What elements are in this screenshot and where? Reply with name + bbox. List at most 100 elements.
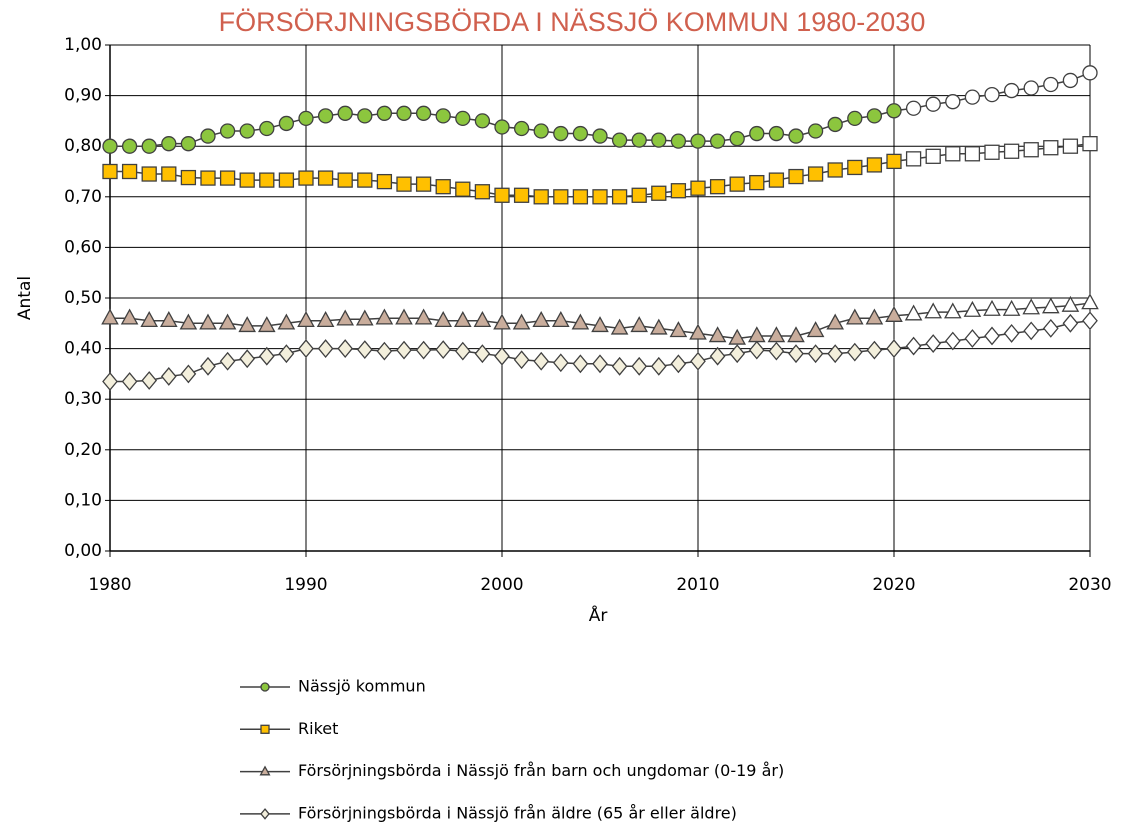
- marker: [571, 313, 590, 330]
- marker: [866, 157, 883, 173]
- marker: [592, 189, 608, 205]
- marker: [179, 313, 198, 330]
- marker: [670, 354, 687, 374]
- marker: [121, 163, 138, 180]
- chart-title: FÖRSÖRJNINGSBÖRDA I NÄSSJÖ KOMMUN 1980-2…: [219, 7, 926, 37]
- marker: [1023, 142, 1039, 158]
- marker: [1022, 298, 1040, 315]
- marker: [199, 313, 217, 330]
- marker: [729, 130, 745, 147]
- marker: [749, 125, 765, 142]
- marker: [1003, 324, 1020, 343]
- marker: [552, 311, 570, 328]
- marker: [945, 146, 961, 162]
- marker: [827, 162, 843, 178]
- marker: [160, 367, 177, 386]
- legend-label: Försörjningsbörda i Nässjö från barn och…: [298, 761, 784, 780]
- marker: [180, 364, 197, 384]
- marker: [846, 342, 863, 362]
- marker: [200, 128, 216, 144]
- marker: [984, 326, 1000, 346]
- marker: [611, 132, 628, 148]
- marker: [709, 346, 726, 366]
- marker: [474, 344, 491, 364]
- marker: [454, 311, 472, 328]
- marker: [336, 309, 354, 326]
- marker: [435, 108, 451, 124]
- marker: [161, 166, 177, 182]
- marker: [964, 146, 981, 162]
- marker: [572, 354, 589, 374]
- legend-marker: [260, 808, 270, 820]
- marker: [102, 163, 118, 180]
- x-axis-label: År: [589, 604, 608, 626]
- marker: [690, 180, 706, 196]
- marker: [473, 311, 492, 328]
- marker: [317, 339, 334, 359]
- marker: [415, 105, 432, 121]
- marker: [1043, 140, 1059, 156]
- legend-marker: [260, 724, 270, 734]
- marker: [102, 372, 118, 391]
- marker: [925, 148, 941, 164]
- y-tick-label: 0,70: [64, 187, 102, 207]
- marker: [415, 340, 432, 360]
- marker: [670, 133, 687, 149]
- marker: [925, 334, 942, 353]
- marker: [357, 108, 373, 124]
- marker: [219, 123, 236, 139]
- x-tick-label: 2020: [872, 575, 915, 595]
- marker: [827, 344, 844, 364]
- marker: [396, 176, 412, 192]
- marker: [121, 138, 138, 154]
- marker: [984, 144, 1000, 160]
- marker: [200, 170, 216, 186]
- marker: [533, 189, 549, 205]
- marker: [592, 128, 608, 144]
- marker: [846, 308, 864, 325]
- marker: [1082, 136, 1098, 152]
- marker: [768, 341, 785, 361]
- marker: [610, 318, 629, 335]
- marker: [376, 105, 393, 121]
- marker: [298, 339, 314, 359]
- y-tick-label: 1,00: [64, 35, 102, 55]
- marker: [611, 189, 628, 205]
- marker: [298, 110, 314, 127]
- marker: [651, 132, 667, 148]
- marker: [513, 120, 530, 137]
- marker: [865, 308, 884, 325]
- marker: [121, 372, 138, 391]
- marker: [239, 123, 255, 139]
- marker: [141, 138, 157, 154]
- marker: [160, 311, 178, 328]
- marker: [219, 351, 236, 371]
- marker: [494, 346, 510, 366]
- marker: [141, 166, 157, 182]
- marker: [434, 311, 452, 328]
- marker: [944, 302, 962, 319]
- marker: [905, 100, 922, 116]
- marker: [984, 86, 1000, 103]
- marker: [1042, 297, 1060, 314]
- marker: [670, 183, 687, 199]
- marker: [807, 344, 824, 364]
- marker: [1082, 311, 1098, 331]
- marker: [572, 189, 589, 205]
- marker: [533, 351, 550, 371]
- marker: [337, 339, 354, 359]
- marker: [709, 133, 726, 149]
- marker: [924, 302, 942, 319]
- marker: [553, 125, 569, 142]
- marker: [886, 339, 902, 359]
- marker: [298, 170, 314, 186]
- marker: [904, 304, 923, 321]
- marker: [944, 331, 961, 351]
- marker: [239, 349, 256, 369]
- y-tick-label: 0,80: [64, 136, 102, 156]
- marker: [690, 133, 706, 149]
- marker: [415, 176, 432, 192]
- y-tick-label: 0,30: [64, 389, 102, 409]
- marker: [1003, 82, 1020, 99]
